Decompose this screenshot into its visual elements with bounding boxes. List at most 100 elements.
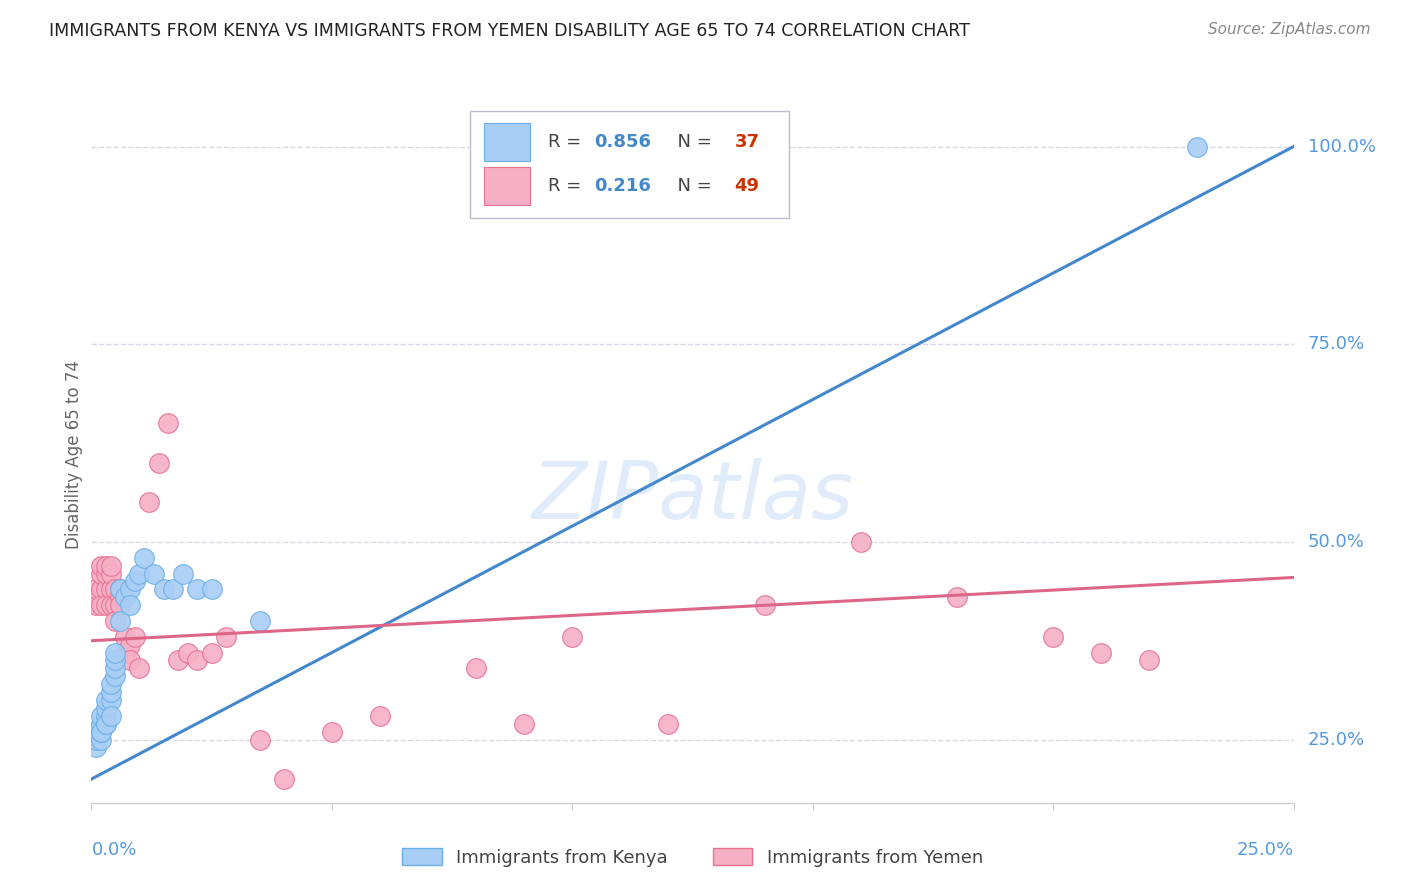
Point bbox=[110, 591, 132, 605]
Point bbox=[657, 716, 679, 731]
Point bbox=[90, 724, 112, 739]
Text: 75.0%: 75.0% bbox=[1308, 335, 1365, 353]
Point bbox=[118, 582, 141, 597]
Point bbox=[94, 566, 117, 581]
Point bbox=[100, 677, 122, 691]
Point bbox=[84, 732, 107, 747]
Point bbox=[142, 566, 165, 581]
Point bbox=[90, 566, 112, 581]
Point bbox=[94, 716, 117, 731]
Text: 0.0%: 0.0% bbox=[91, 841, 136, 859]
Point bbox=[1137, 653, 1160, 667]
Point bbox=[94, 558, 117, 573]
Point bbox=[249, 732, 271, 747]
Point bbox=[201, 582, 224, 597]
Text: 0.856: 0.856 bbox=[593, 133, 651, 151]
Point bbox=[114, 646, 136, 660]
Point bbox=[465, 661, 488, 675]
Point bbox=[94, 693, 117, 707]
Text: 100.0%: 100.0% bbox=[1308, 137, 1376, 155]
Point bbox=[104, 653, 127, 667]
Point bbox=[84, 724, 107, 739]
Point bbox=[124, 630, 146, 644]
Point bbox=[124, 574, 146, 589]
Text: Source: ZipAtlas.com: Source: ZipAtlas.com bbox=[1208, 22, 1371, 37]
Point bbox=[321, 724, 343, 739]
Text: 37: 37 bbox=[734, 133, 759, 151]
Point bbox=[100, 582, 122, 597]
Point bbox=[114, 630, 136, 644]
Point bbox=[249, 614, 271, 628]
Point bbox=[90, 716, 112, 731]
Point bbox=[90, 724, 112, 739]
Point bbox=[128, 566, 150, 581]
Point bbox=[104, 614, 127, 628]
Point bbox=[100, 693, 122, 707]
Text: IMMIGRANTS FROM KENYA VS IMMIGRANTS FROM YEMEN DISABILITY AGE 65 TO 74 CORRELATI: IMMIGRANTS FROM KENYA VS IMMIGRANTS FROM… bbox=[49, 22, 970, 40]
Text: N =: N = bbox=[666, 177, 717, 194]
Point bbox=[273, 772, 295, 786]
FancyBboxPatch shape bbox=[485, 167, 530, 205]
Point bbox=[90, 598, 112, 612]
Point bbox=[114, 591, 136, 605]
Point bbox=[157, 417, 180, 431]
Text: ZIPatlas: ZIPatlas bbox=[531, 458, 853, 536]
Point bbox=[118, 653, 141, 667]
Point bbox=[152, 582, 174, 597]
Point bbox=[84, 740, 107, 755]
Point bbox=[104, 598, 127, 612]
Point bbox=[94, 708, 117, 723]
Point bbox=[110, 582, 132, 597]
Point bbox=[84, 598, 107, 612]
Point bbox=[110, 598, 132, 612]
Text: 49: 49 bbox=[734, 177, 759, 194]
Point bbox=[1187, 139, 1209, 153]
Text: 25.0%: 25.0% bbox=[1236, 841, 1294, 859]
Point bbox=[561, 630, 583, 644]
Point bbox=[100, 558, 122, 573]
Text: R =: R = bbox=[548, 177, 588, 194]
Point bbox=[90, 708, 112, 723]
Point bbox=[176, 646, 198, 660]
Text: 0.216: 0.216 bbox=[593, 177, 651, 194]
FancyBboxPatch shape bbox=[485, 123, 530, 161]
Point bbox=[90, 558, 112, 573]
Point bbox=[186, 653, 208, 667]
Point bbox=[201, 646, 224, 660]
Point bbox=[1090, 646, 1112, 660]
Text: R =: R = bbox=[548, 133, 588, 151]
Point bbox=[90, 582, 112, 597]
Point bbox=[186, 582, 208, 597]
Point bbox=[368, 708, 391, 723]
Point bbox=[94, 716, 117, 731]
Point bbox=[104, 646, 127, 660]
Point bbox=[104, 669, 127, 683]
Point bbox=[110, 614, 132, 628]
Y-axis label: Disability Age 65 to 74: Disability Age 65 to 74 bbox=[65, 360, 83, 549]
Legend: Immigrants from Kenya, Immigrants from Yemen: Immigrants from Kenya, Immigrants from Y… bbox=[395, 840, 990, 874]
Point bbox=[94, 701, 117, 715]
Point bbox=[110, 582, 132, 597]
Point bbox=[754, 598, 776, 612]
Point bbox=[172, 566, 194, 581]
Point bbox=[94, 582, 117, 597]
Point bbox=[849, 534, 872, 549]
Point bbox=[1042, 630, 1064, 644]
Point bbox=[84, 582, 107, 597]
Point bbox=[118, 638, 141, 652]
Point bbox=[513, 716, 536, 731]
Point bbox=[162, 582, 184, 597]
Text: 25.0%: 25.0% bbox=[1308, 731, 1365, 748]
Text: N =: N = bbox=[666, 133, 717, 151]
Point bbox=[104, 661, 127, 675]
Point bbox=[118, 598, 141, 612]
Point bbox=[946, 591, 969, 605]
Point bbox=[148, 456, 170, 470]
Point bbox=[128, 661, 150, 675]
Point bbox=[215, 630, 238, 644]
Point bbox=[100, 566, 122, 581]
FancyBboxPatch shape bbox=[470, 111, 789, 219]
Point bbox=[138, 495, 160, 509]
Point bbox=[100, 708, 122, 723]
Point bbox=[94, 598, 117, 612]
